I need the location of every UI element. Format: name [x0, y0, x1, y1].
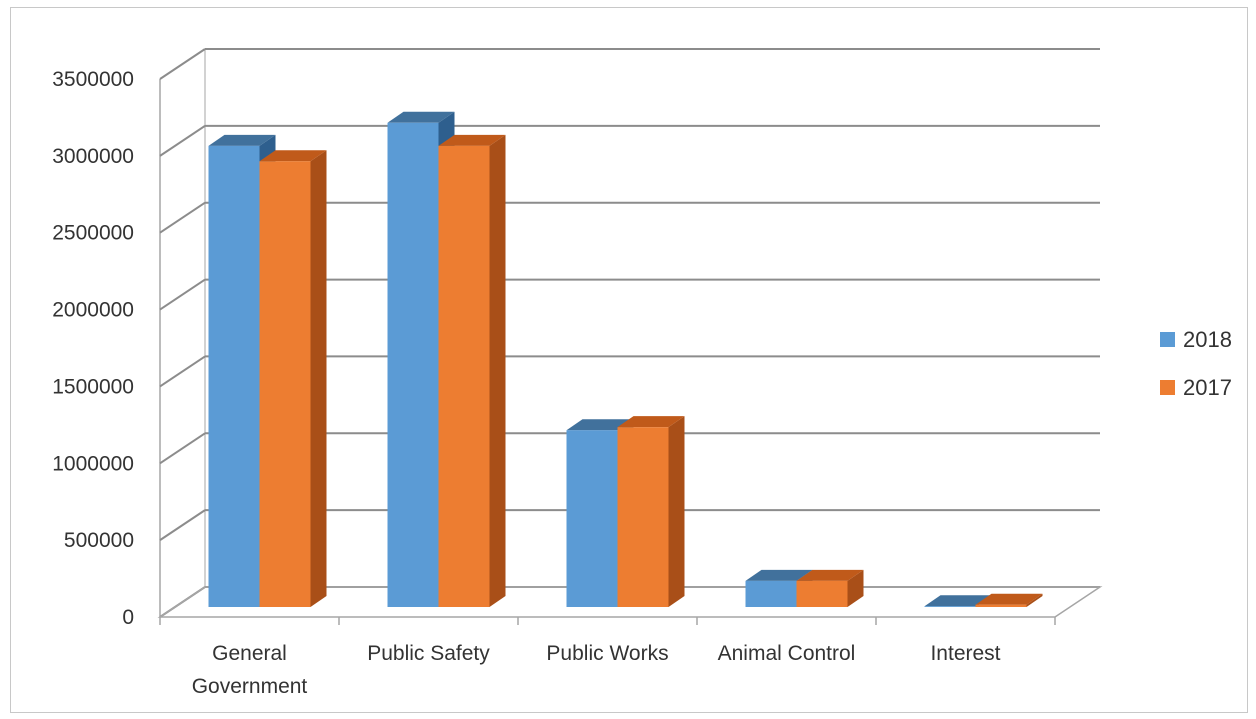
y-tick-label: 2500000	[52, 222, 134, 245]
bar-side	[668, 416, 685, 607]
bar-top	[975, 593, 1043, 605]
legend-swatch-2018	[1160, 332, 1175, 347]
legend-label-2017: 2017	[1183, 375, 1232, 400]
gridline-wall-7	[159, 48, 206, 80]
bar-2017-3	[796, 569, 864, 607]
bar-top	[387, 111, 455, 123]
bar-top	[566, 419, 634, 431]
chart-floor	[157, 586, 1103, 618]
chart-frame	[10, 7, 1248, 713]
bar-2017-2	[617, 416, 685, 607]
bar-side	[310, 150, 327, 607]
bar-front	[438, 145, 490, 607]
bar-top	[617, 416, 685, 428]
gridline-wall-6	[159, 125, 206, 157]
bar-front	[208, 145, 260, 607]
gridline-wall-1	[159, 509, 206, 541]
x-tick-label: Interest	[930, 642, 1000, 665]
bar-front	[796, 580, 848, 607]
y-tick-label: 2000000	[52, 299, 134, 322]
bar-front	[259, 161, 311, 607]
bar-top	[745, 569, 813, 581]
bar-2017-1	[438, 134, 506, 607]
y-tick-label: 3500000	[52, 68, 134, 91]
bar-top	[924, 595, 992, 607]
gridline-wall-4	[159, 278, 206, 311]
y-tick-label: 0	[122, 606, 134, 629]
bar-top	[208, 134, 276, 146]
gridline-wall-5	[159, 201, 206, 234]
x-tick-label: Public Safety	[367, 642, 490, 665]
bar-front	[924, 606, 976, 607]
y-tick-label: 500000	[64, 529, 134, 552]
bar-side	[847, 569, 864, 607]
gridline-wall-2	[159, 432, 206, 465]
y-tick-label: 3000000	[52, 145, 134, 168]
bar-2017-4	[975, 593, 1043, 607]
bar-side	[1026, 593, 1043, 607]
bar-side	[489, 134, 506, 607]
x-tick-label: Public Works	[546, 642, 668, 665]
legend-swatch-2017	[1160, 380, 1175, 395]
bar-front	[745, 580, 797, 607]
x-tick-label: General	[212, 642, 287, 665]
x-tick-label: Animal Control	[718, 642, 856, 665]
x-tick-label: Government	[192, 675, 308, 698]
bar-top	[438, 134, 506, 146]
y-tick-label: 1500000	[52, 375, 134, 398]
legend-label-2018: 2018	[1183, 327, 1232, 352]
bar-front	[617, 427, 669, 607]
gridline-wall-3	[159, 355, 206, 388]
bar-front	[975, 604, 1027, 607]
bar-top	[796, 569, 864, 581]
bar-2017-0	[259, 150, 327, 607]
y-tick-label: 1000000	[52, 452, 134, 475]
bar-front	[566, 430, 618, 607]
bar-front	[387, 122, 439, 608]
bar-top	[259, 150, 327, 162]
